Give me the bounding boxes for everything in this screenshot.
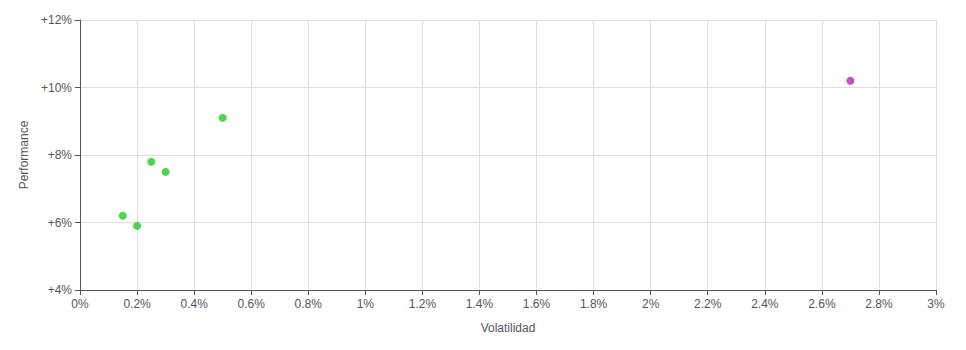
- svg-text:Performance: Performance: [17, 120, 31, 189]
- svg-text:+12%: +12%: [41, 13, 72, 27]
- svg-text:0%: 0%: [71, 297, 89, 311]
- svg-text:2.2%: 2.2%: [694, 297, 722, 311]
- svg-text:+4%: +4%: [48, 283, 73, 297]
- svg-text:+8%: +8%: [48, 148, 73, 162]
- svg-text:+6%: +6%: [48, 216, 73, 230]
- svg-text:0.6%: 0.6%: [238, 297, 266, 311]
- svg-text:3%: 3%: [927, 297, 945, 311]
- svg-text:2.4%: 2.4%: [751, 297, 779, 311]
- svg-text:1.2%: 1.2%: [409, 297, 437, 311]
- svg-text:1%: 1%: [357, 297, 375, 311]
- svg-text:0.4%: 0.4%: [180, 297, 208, 311]
- svg-text:1.6%: 1.6%: [523, 297, 551, 311]
- svg-text:2.8%: 2.8%: [865, 297, 893, 311]
- svg-text:0.8%: 0.8%: [295, 297, 323, 311]
- svg-text:Volatilidad: Volatilidad: [481, 321, 536, 335]
- svg-text:1.8%: 1.8%: [580, 297, 608, 311]
- svg-text:2.6%: 2.6%: [808, 297, 836, 311]
- svg-text:+10%: +10%: [41, 81, 72, 95]
- svg-text:2%: 2%: [642, 297, 660, 311]
- svg-text:0.2%: 0.2%: [123, 297, 151, 311]
- svg-text:1.4%: 1.4%: [466, 297, 494, 311]
